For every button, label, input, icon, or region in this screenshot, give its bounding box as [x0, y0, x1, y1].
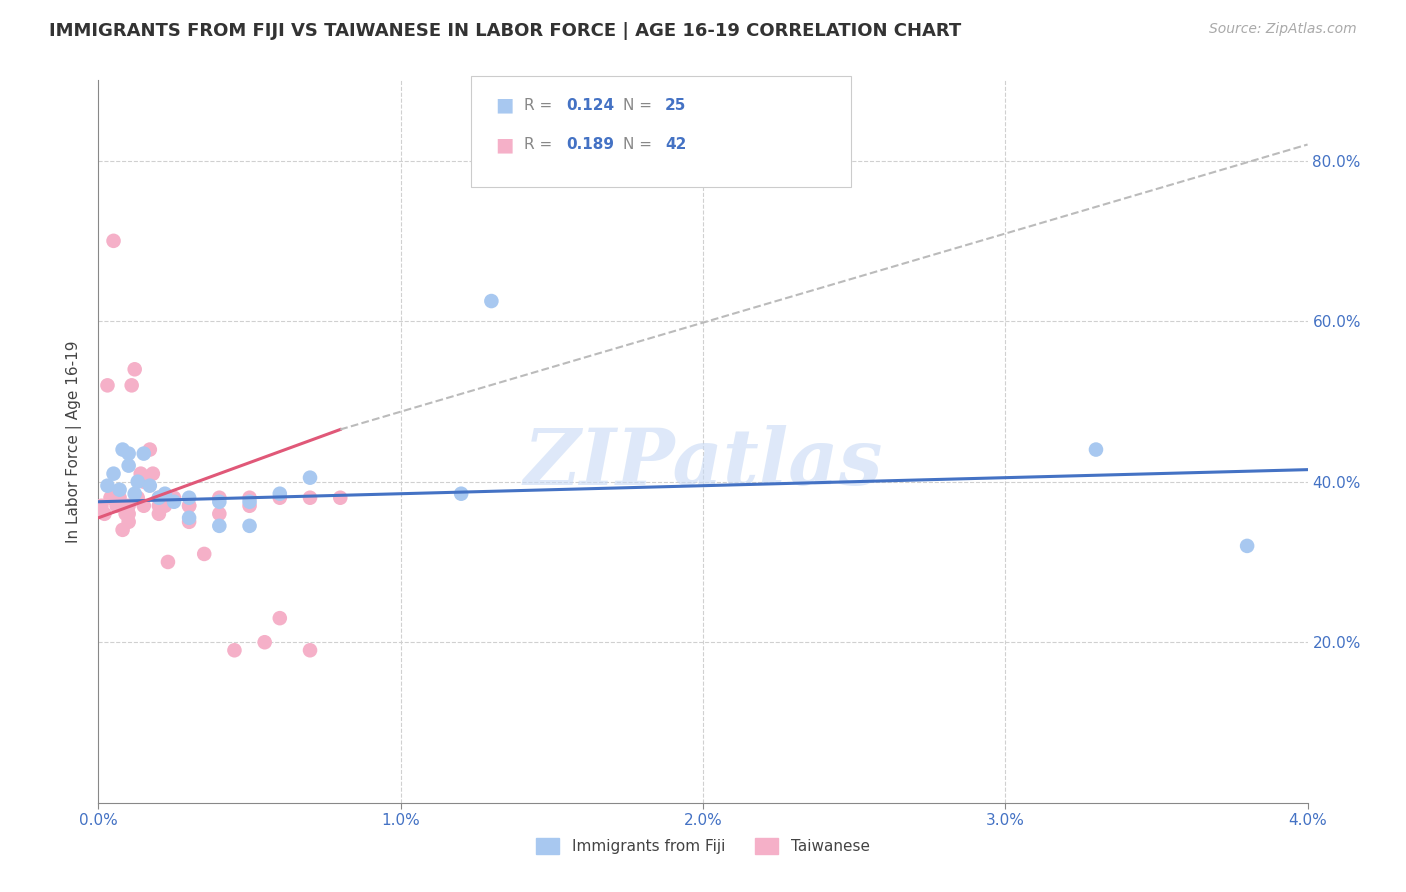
Point	[100, 491, 122, 505]
Point	[121, 378, 143, 392]
Point	[329, 491, 352, 505]
Point	[1236, 539, 1258, 553]
Point	[153, 499, 176, 513]
Point	[299, 643, 322, 657]
Point	[179, 515, 201, 529]
Point	[118, 507, 141, 521]
Text: IMMIGRANTS FROM FIJI VS TAIWANESE IN LABOR FORCE | AGE 16-19 CORRELATION CHART: IMMIGRANTS FROM FIJI VS TAIWANESE IN LAB…	[49, 22, 962, 40]
Point	[163, 491, 186, 505]
Point	[148, 491, 170, 505]
Point	[118, 515, 141, 529]
Point	[153, 486, 176, 500]
Point	[269, 491, 291, 505]
Point	[179, 499, 201, 513]
Point	[93, 507, 115, 521]
Point	[224, 643, 246, 657]
Point	[108, 483, 131, 497]
Text: 0.124: 0.124	[567, 98, 614, 112]
Point	[148, 499, 170, 513]
Point	[208, 518, 231, 533]
Point	[239, 491, 262, 505]
Point	[129, 467, 152, 481]
Point	[96, 378, 118, 392]
Point	[124, 362, 146, 376]
Point	[142, 467, 165, 481]
Point	[103, 234, 125, 248]
Point	[148, 491, 170, 505]
Text: 0.189: 0.189	[567, 137, 614, 152]
Point	[179, 491, 201, 505]
Text: R =: R =	[524, 98, 558, 112]
Point	[299, 491, 322, 505]
Point	[179, 510, 201, 524]
Point	[253, 635, 276, 649]
Text: ZIPatlas: ZIPatlas	[523, 425, 883, 501]
Point	[118, 458, 141, 473]
Point	[90, 499, 112, 513]
Point	[127, 491, 149, 505]
Point	[156, 555, 179, 569]
Text: N =: N =	[623, 137, 657, 152]
Point	[132, 499, 155, 513]
Point	[148, 507, 170, 521]
Point	[450, 486, 472, 500]
Point	[111, 523, 134, 537]
Point	[139, 442, 162, 457]
Point	[132, 446, 155, 460]
Point	[105, 499, 128, 513]
Point	[299, 470, 322, 484]
Point	[127, 475, 149, 489]
Point	[239, 494, 262, 508]
Point	[163, 494, 186, 508]
Text: Source: ZipAtlas.com: Source: ZipAtlas.com	[1209, 22, 1357, 37]
Text: N =: N =	[623, 98, 657, 112]
Point	[481, 293, 503, 308]
Point	[269, 611, 291, 625]
Point	[118, 499, 141, 513]
Point	[1085, 442, 1108, 457]
Point	[269, 486, 291, 500]
Point	[118, 446, 141, 460]
Point	[111, 442, 134, 457]
Point	[239, 518, 262, 533]
Point	[124, 486, 146, 500]
Point	[208, 491, 231, 505]
Text: 42: 42	[665, 137, 686, 152]
Point	[103, 491, 125, 505]
Point	[179, 499, 201, 513]
Point	[208, 507, 231, 521]
Text: 25: 25	[665, 98, 686, 112]
Point	[103, 467, 125, 481]
Text: R =: R =	[524, 137, 558, 152]
Point	[108, 491, 131, 505]
Text: ■: ■	[495, 95, 513, 115]
Point	[239, 499, 262, 513]
Point	[96, 478, 118, 492]
Text: ■: ■	[495, 135, 513, 154]
Legend: Immigrants from Fiji, Taiwanese: Immigrants from Fiji, Taiwanese	[530, 832, 876, 860]
Point	[208, 494, 231, 508]
Point	[132, 475, 155, 489]
Y-axis label: In Labor Force | Age 16-19: In Labor Force | Age 16-19	[66, 340, 83, 543]
Point	[139, 478, 162, 492]
Point	[193, 547, 215, 561]
Point	[114, 507, 136, 521]
